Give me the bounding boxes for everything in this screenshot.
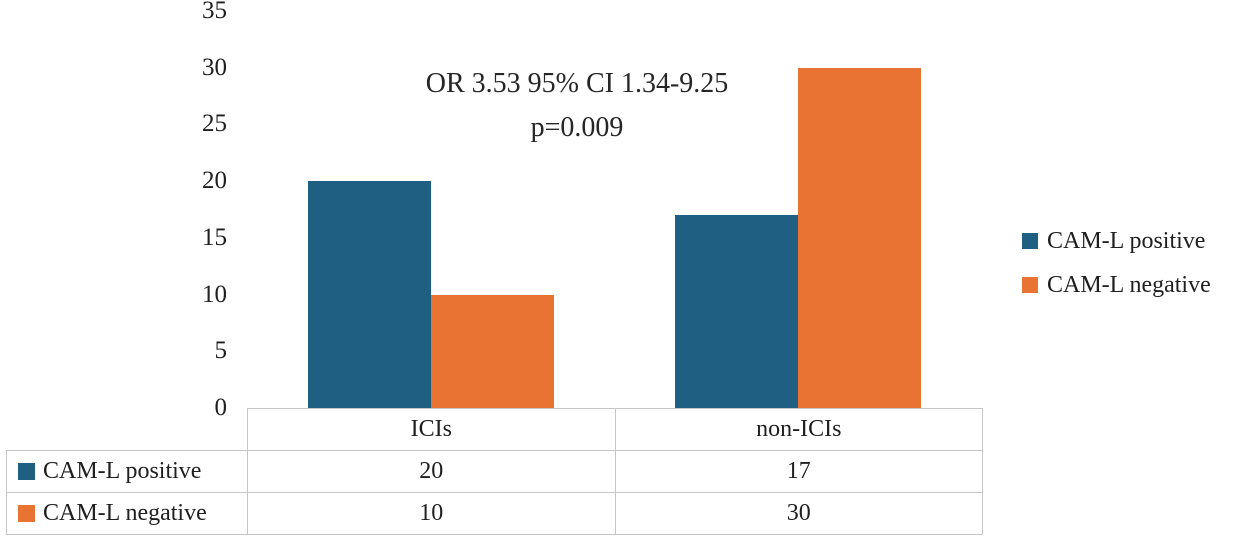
y-axis-tick-label: 0 bbox=[214, 394, 228, 421]
data-table: ICIs non-ICIs 20 17 10 30 bbox=[247, 408, 983, 535]
table-row-labels: CAM-L positive CAM-L negative bbox=[6, 450, 248, 535]
y-axis-tick-label: 25 bbox=[202, 110, 227, 138]
legend-swatch-negative-icon bbox=[1022, 277, 1038, 293]
legend-label-positive: CAM-L positive bbox=[1047, 227, 1206, 254]
legend-item-cam-l-negative: CAM-L negative bbox=[1022, 271, 1211, 299]
y-axis-tick-label: 10 bbox=[202, 280, 227, 308]
bar-cam-l-negative-icis bbox=[430, 294, 554, 408]
table-row-label-negative: CAM-L negative bbox=[7, 493, 248, 535]
stats-annotation: OR 3.53 95% CI 1.34-9.25 p=0.009 bbox=[247, 62, 907, 150]
bar-cam-l-positive-non-icis bbox=[675, 215, 799, 408]
table-row-label-positive: CAM-L positive bbox=[7, 451, 248, 493]
y-axis-tick-label: 15 bbox=[202, 223, 227, 251]
table-cell-positive-icis: 20 bbox=[248, 451, 616, 493]
y-axis-tick-label: 35 bbox=[202, 0, 227, 24]
plot-area bbox=[247, 11, 982, 408]
bar-cam-l-negative-non-icis bbox=[798, 67, 922, 408]
y-axis-tick-label: 20 bbox=[202, 167, 227, 195]
table-cell-negative-non-icis: 30 bbox=[615, 493, 983, 535]
row-label-positive-text: CAM-L positive bbox=[43, 458, 202, 484]
annotation-odds-ratio: OR 3.53 95% CI 1.34-9.25 bbox=[425, 68, 729, 99]
bar-cam-l-positive-icis bbox=[307, 181, 431, 408]
row-swatch-positive-icon bbox=[18, 463, 35, 480]
y-axis-tick-label: 5 bbox=[214, 337, 228, 365]
legend: CAM-L positive CAM-L negative bbox=[1022, 227, 1211, 299]
table-cell-positive-non-icis: 17 bbox=[615, 451, 983, 493]
row-swatch-negative-icon bbox=[18, 505, 35, 522]
annotation-p-value: p=0.009 bbox=[530, 112, 624, 143]
legend-item-cam-l-positive: CAM-L positive bbox=[1022, 227, 1211, 255]
row-label-negative-text: CAM-L negative bbox=[43, 500, 207, 526]
table-cell-negative-icis: 10 bbox=[248, 493, 616, 535]
legend-swatch-positive-icon bbox=[1022, 233, 1038, 249]
y-axis-tick-label: 30 bbox=[202, 53, 227, 81]
legend-label-negative: CAM-L negative bbox=[1047, 271, 1211, 298]
table-header-icis: ICIs bbox=[248, 409, 616, 451]
table-header-non-icis: non-ICIs bbox=[615, 409, 983, 451]
